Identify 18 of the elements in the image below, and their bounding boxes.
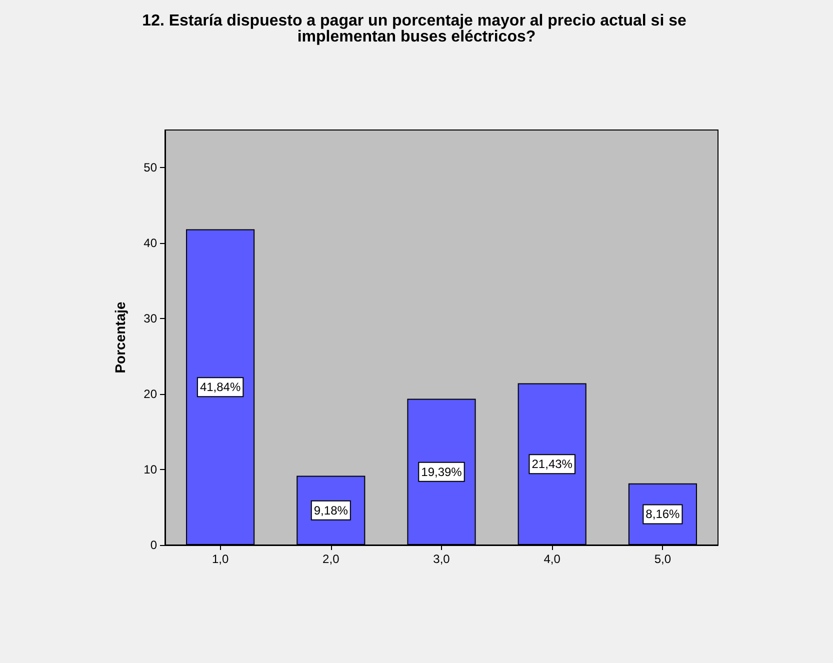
data-label: 21,43% [532,457,573,472]
x-tick-label: 1,0 [212,552,229,566]
x-tick-label: 5,0 [654,552,672,566]
chart-title: 12. Estaría dispuesto a pagar un porcentaje mayor al precio actual si se implementan buses eléctricos? [142,12,691,46]
data-label: 41,84% [200,380,241,394]
y-tick-label: 20 [144,387,158,402]
x-tick-label: 3,0 [433,552,450,566]
x-tick-label: 4,0 [544,552,561,566]
data-label: 9,18% [314,503,348,518]
y-tick-label: 50 [144,160,158,175]
y-axis-title: Porcentaje [112,301,128,374]
y-tick-label: 0 [150,538,158,552]
x-tick-label: 2,0 [322,552,340,566]
y-tick-label: 10 [144,462,158,477]
data-label: 8,16% [646,507,680,522]
data-label: 19,39% [421,464,462,479]
y-tick-label: 30 [144,312,158,326]
y-tick-label: 40 [144,236,158,250]
